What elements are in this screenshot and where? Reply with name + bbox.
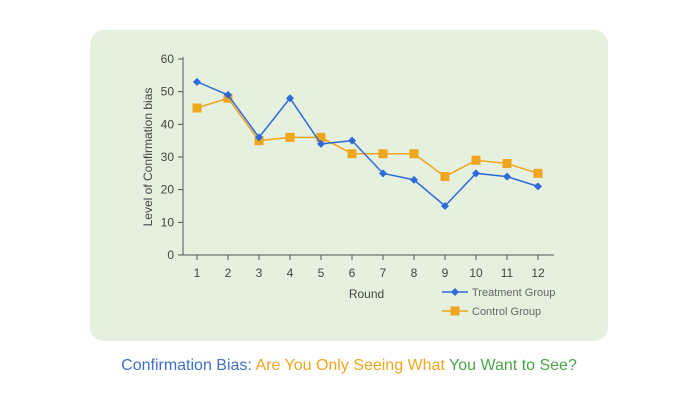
data-point [224, 90, 232, 99]
legend-marker [451, 288, 459, 296]
x-tick-label: 2 [225, 266, 232, 280]
data-point [317, 139, 325, 148]
data-point [378, 149, 388, 159]
data-point [440, 172, 450, 182]
data-point [285, 132, 295, 142]
data-point [409, 149, 419, 159]
data-point [379, 169, 387, 178]
data-point [192, 103, 202, 113]
x-tick-label: 10 [469, 266, 483, 280]
data-point [316, 132, 326, 142]
x-tick-label: 9 [442, 266, 449, 280]
y-tick-label: 60 [161, 52, 175, 66]
data-point [255, 133, 263, 142]
x-tick-label: 8 [411, 266, 418, 280]
x-tick-label: 12 [531, 266, 545, 280]
data-point [533, 168, 543, 178]
series-line [196, 97, 539, 178]
y-tick-label: 50 [161, 85, 175, 99]
y-tick-label: 0 [167, 248, 174, 262]
caption-term: Confirmation Bias [121, 357, 248, 374]
data-point [502, 159, 512, 169]
y-tick-label: 30 [161, 150, 175, 164]
x-tick-label: 4 [287, 266, 294, 280]
data-point [534, 182, 542, 191]
x-tick-label: 11 [501, 266, 514, 280]
chart-card: 0 10 20 30 40 50 60 1 2 3 4 5 6 7 8 9 10 11 12 Round Level o… [90, 30, 608, 341]
caption-question-start: Are You Only Seeing What [255, 357, 445, 374]
y-axis-title: Level of Confirmation bias [141, 88, 155, 227]
data-point [503, 172, 511, 181]
legend-label: Treatment Group [472, 287, 555, 299]
y-tick-label: 40 [161, 117, 175, 131]
x-axis-title: Round [349, 287, 384, 301]
legend-entry: Control Group [442, 306, 541, 318]
data-point [348, 136, 356, 145]
data-point [410, 175, 418, 184]
data-point [472, 169, 480, 178]
series-line [196, 81, 539, 208]
y-tick-label: 20 [161, 183, 175, 197]
data-point [286, 94, 294, 103]
legend-label: Control Group [472, 306, 541, 318]
series-diamond [193, 77, 542, 210]
caption-colon: : [247, 357, 256, 374]
x-tick-label: 5 [318, 266, 325, 280]
x-tick-label: 3 [256, 266, 263, 280]
data-point [347, 149, 357, 159]
data-point [441, 202, 449, 210]
x-tick-label: 7 [380, 266, 387, 280]
caption-question-end: You Want to See? [444, 357, 577, 374]
data-point [471, 155, 481, 165]
x-tick-label: 1 [194, 266, 201, 280]
series-square [192, 93, 543, 182]
legend-entry: Treatment Group [442, 287, 555, 299]
x-tick-label: 6 [349, 266, 356, 280]
data-point [193, 77, 201, 86]
legend-marker [450, 306, 460, 316]
caption: Confirmation Bias: Are You Only Seeing W… [0, 357, 698, 375]
y-tick-label: 10 [161, 215, 175, 229]
